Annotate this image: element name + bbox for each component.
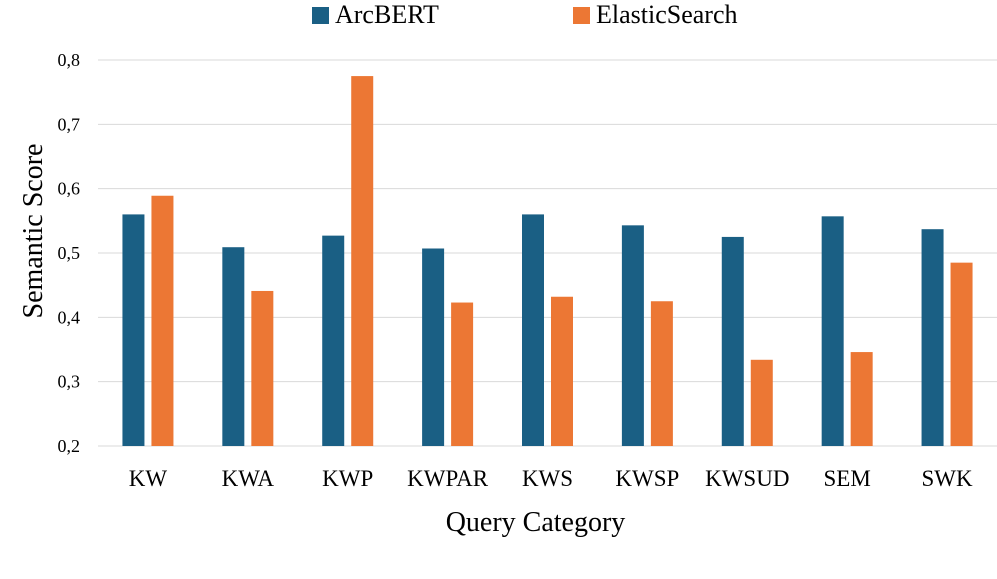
x-tick-label: KWS <box>522 466 573 491</box>
legend-item-arcbert: ArcBERT <box>312 0 439 30</box>
bar-elasticsearch-kwa <box>251 290 274 446</box>
x-tick-label: KWA <box>222 466 275 491</box>
y-tick-label: 0,3 <box>58 372 81 392</box>
y-tick-label: 0,6 <box>58 179 81 199</box>
bar-elasticsearch-kws <box>551 296 573 446</box>
x-tick-label: KWSUD <box>705 466 789 491</box>
bar-arcbert-kwsud <box>721 236 744 446</box>
y-tick-label: 0,8 <box>58 50 81 70</box>
y-axis-title: Semantic Score <box>18 143 49 319</box>
x-tick-label: KWSP <box>615 466 679 491</box>
bar-arcbert-kwpar <box>422 248 445 446</box>
bar-arcbert-kw <box>122 214 145 446</box>
bar-arcbert-kwa <box>222 247 245 446</box>
y-tick-label: 0,7 <box>58 114 81 134</box>
y-tick-label: 0,5 <box>58 243 81 263</box>
legend-swatch-elasticsearch <box>573 6 590 24</box>
bar-elasticsearch-kwsud <box>750 359 773 446</box>
y-tick-label: 0,4 <box>58 307 81 327</box>
bar-arcbert-sem <box>821 216 844 446</box>
x-tick-label: KWP <box>322 466 373 491</box>
bar-elasticsearch-sem <box>850 352 873 446</box>
legend-label-arcbert: ArcBERT <box>335 0 439 29</box>
legend-label-elasticsearch: ElasticSearch <box>596 0 738 29</box>
legend-swatch-arcbert <box>312 6 329 24</box>
x-tick-label: KW <box>129 466 168 491</box>
x-tick-label: KWPAR <box>407 466 489 491</box>
bar-elasticsearch-kwsp <box>650 301 673 446</box>
legend-item-elasticsearch: ElasticSearch <box>573 0 738 30</box>
bar-arcbert-kws <box>522 214 544 446</box>
bar-arcbert-swk <box>921 229 944 446</box>
x-tick-label: SEM <box>824 466 871 491</box>
bar-elasticsearch-swk <box>950 262 973 446</box>
bar-elasticsearch-kwp <box>351 76 374 446</box>
bar-elasticsearch-kwpar <box>451 302 474 446</box>
y-tick-label: 0,2 <box>58 436 81 456</box>
legend: ArcBERT ElasticSearch <box>0 0 997 30</box>
bar-arcbert-kwp <box>322 235 345 446</box>
bar-elasticsearch-kw <box>151 195 174 446</box>
bar-arcbert-kwsp <box>621 225 644 446</box>
x-tick-label: SWK <box>921 466 973 491</box>
x-axis-title: Query Category <box>445 507 626 538</box>
